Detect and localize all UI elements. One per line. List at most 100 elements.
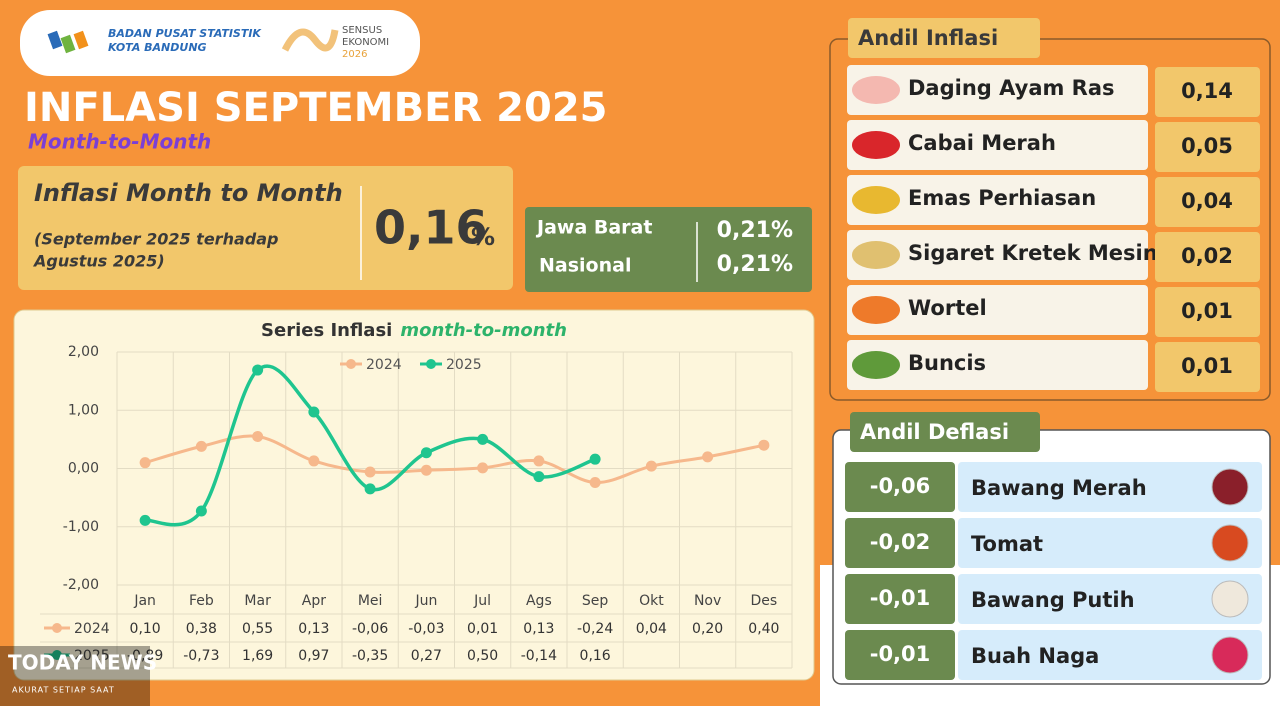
- x-tick-label: Ags: [526, 593, 552, 609]
- census-logo: [281, 28, 339, 52]
- table-value: 0,38: [186, 621, 217, 637]
- table-value: 0,40: [748, 621, 779, 637]
- item-name: Buah Naga: [971, 644, 1099, 668]
- y-tick-label: 1,00: [68, 402, 99, 418]
- panel-heading: Andil Deflasi: [860, 420, 1009, 444]
- data-point: [139, 514, 151, 526]
- y-tick-label: 2,00: [68, 344, 99, 360]
- item-icon: [852, 76, 900, 104]
- x-tick-label: Mei: [358, 593, 383, 609]
- data-point: [195, 505, 207, 517]
- table-value: 0,97: [298, 648, 329, 664]
- table-value: 0,16: [580, 648, 611, 664]
- item-name: Sigaret Kretek Mesin: [908, 241, 1158, 265]
- item-icon: [1211, 524, 1249, 562]
- item-value-box: [1155, 67, 1260, 117]
- item-icon: [852, 186, 900, 214]
- item-name-box: [847, 340, 1148, 390]
- watermark-tagline: AKURAT SETIAP SAAT: [12, 686, 115, 695]
- table-value: -0,06: [352, 621, 388, 637]
- item-value: 0,01: [1181, 354, 1233, 378]
- table-value: 1,69: [242, 648, 273, 664]
- summary-heading: Inflasi Month to Month: [34, 179, 343, 207]
- region-value: 0,21%: [717, 218, 793, 243]
- table-value: -0,03: [408, 621, 444, 637]
- data-point: [308, 406, 320, 418]
- table-legend-marker: [52, 650, 62, 660]
- data-point: [308, 455, 320, 467]
- item-name: Daging Ayam Ras: [908, 76, 1115, 100]
- item-value-box: [1155, 177, 1260, 227]
- watermark-bg: [0, 646, 150, 706]
- item-name: Tomat: [971, 532, 1043, 556]
- table-series-name: 2025: [74, 648, 110, 664]
- item-name-box: [847, 285, 1148, 335]
- item-icon: [852, 351, 900, 379]
- item-name-box: [847, 120, 1148, 170]
- table-value: 0,20: [692, 621, 723, 637]
- chart-title-text: Series Inflasi: [261, 320, 392, 341]
- watermark-title: TODAY NEWS: [8, 651, 157, 675]
- andil-deflasi-list: -0,06 Bawang Merah -0,02 Tomat -0,01 Bawang P…: [845, 462, 1262, 680]
- legend-marker: [426, 359, 436, 369]
- item-value: 0,05: [1181, 134, 1233, 158]
- table-value: -0,89: [127, 648, 163, 664]
- table-value: 0,04: [636, 621, 667, 637]
- table-legend-marker: [52, 623, 62, 633]
- data-point: [533, 471, 545, 483]
- x-tick-label: Jan: [133, 593, 156, 609]
- data-point: [364, 466, 376, 478]
- andil-inflasi-list: Daging Ayam Ras 0,14 Cabai Merah 0,05 Emas P…: [847, 65, 1260, 392]
- item-name-box: [958, 462, 1262, 512]
- x-tick-label: Jul: [473, 593, 491, 609]
- census-label: EKONOMI: [342, 37, 389, 48]
- legend-label: 2024: [366, 357, 402, 373]
- item-icon: [1211, 636, 1249, 674]
- panel-tab: [850, 412, 1040, 452]
- item-name: Bawang Merah: [971, 476, 1147, 500]
- item-value-box: [1155, 232, 1260, 282]
- chart-title-emphasis: month-to-month: [400, 320, 567, 341]
- y-tick-label: -1,00: [63, 519, 99, 535]
- page-title: INFLASI SEPTEMBER 2025: [24, 85, 607, 131]
- region-value: 0,21%: [717, 252, 793, 277]
- bps-logo: [47, 30, 89, 54]
- x-tick-label: Apr: [302, 593, 326, 609]
- data-point: [758, 439, 770, 451]
- table-value: -0,24: [577, 621, 613, 637]
- item-value: -0,01: [870, 642, 931, 666]
- census-label: SENSUS: [342, 25, 382, 36]
- item-value: 0,02: [1181, 244, 1233, 268]
- data-point: [533, 455, 545, 467]
- summary-note: (September 2025 terhadap: [34, 230, 278, 249]
- data-point: [589, 476, 601, 488]
- table-series-name: 2024: [74, 621, 110, 637]
- item-icon: [852, 131, 900, 159]
- table-value: 0,13: [298, 621, 329, 637]
- item-icon: [852, 241, 900, 269]
- item-icon: [852, 296, 900, 324]
- region-name: Jawa Barat: [535, 217, 652, 239]
- table-value: 0,13: [523, 621, 554, 637]
- x-tick-label: Des: [751, 593, 778, 609]
- item-name-box: [847, 230, 1148, 280]
- legend-marker: [346, 359, 356, 369]
- x-tick-label: Nov: [694, 593, 721, 609]
- item-value: 0,14: [1181, 79, 1233, 103]
- panel-heading: Andil Inflasi: [858, 26, 998, 50]
- org-name: BADAN PUSAT STATISTIK: [108, 27, 262, 40]
- census-year: 2026: [342, 49, 367, 60]
- item-value-box: [845, 574, 955, 624]
- data-point: [420, 464, 432, 476]
- table-value: 0,27: [411, 648, 442, 664]
- data-point: [589, 453, 601, 465]
- item-value-box: [1155, 122, 1260, 172]
- summary-note: Agustus 2025): [32, 252, 165, 271]
- table-value: 0,01: [467, 621, 498, 637]
- chart-panel: [13, 309, 815, 681]
- summary-unit: %: [471, 223, 495, 251]
- table-value: 0,50: [467, 648, 498, 664]
- region-name: Nasional: [539, 255, 631, 277]
- item-name-box: [847, 65, 1148, 115]
- page-subtitle: Month-to-Month: [28, 130, 211, 154]
